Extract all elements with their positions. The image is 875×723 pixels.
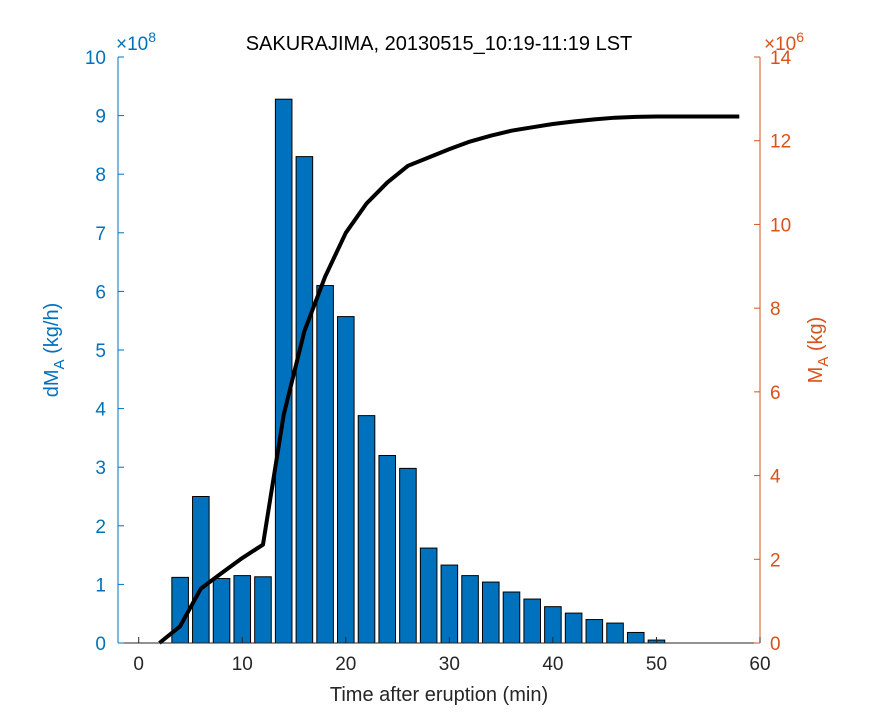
left-exponent: ×108 bbox=[116, 29, 156, 55]
y-right-tick-label: 8 bbox=[770, 299, 781, 320]
y-left-tick-label: 6 bbox=[95, 282, 106, 303]
cumulative-mass-line bbox=[158, 114, 740, 645]
y-right-tick-label: 10 bbox=[770, 215, 791, 236]
y-right-tick-label: 14 bbox=[770, 48, 792, 69]
bar bbox=[502, 591, 521, 644]
x-tick-label: 60 bbox=[749, 654, 770, 675]
bar bbox=[378, 454, 397, 644]
x-ticks: 0 10 20 30 40 50 60 bbox=[133, 637, 771, 675]
x-axis-label: Time after eruption (min) bbox=[330, 684, 548, 706]
bar bbox=[295, 156, 314, 644]
x-tick-label: 30 bbox=[439, 654, 460, 675]
bar bbox=[316, 285, 334, 644]
bar bbox=[523, 598, 541, 644]
y-left-tick-label: 0 bbox=[95, 634, 106, 655]
line-layer bbox=[158, 114, 740, 645]
bar bbox=[585, 619, 604, 644]
x-tick-label: 40 bbox=[542, 654, 563, 675]
right-exponent: ×106 bbox=[764, 29, 804, 55]
y-right-tick-label: 6 bbox=[770, 383, 781, 404]
bar bbox=[233, 575, 252, 644]
y-left-tick-label: 4 bbox=[95, 400, 106, 421]
bar bbox=[461, 575, 479, 644]
y-right-tick-label: 2 bbox=[770, 550, 781, 571]
y-left-tick-label: 10 bbox=[85, 48, 106, 69]
bar bbox=[254, 576, 272, 644]
bar bbox=[626, 631, 645, 644]
y-left-tick-label: 1 bbox=[95, 575, 106, 596]
y-left-tick-label: 9 bbox=[95, 107, 106, 128]
plot-area bbox=[118, 57, 760, 643]
x-tick-label: 20 bbox=[335, 654, 356, 675]
bar bbox=[192, 496, 210, 644]
bar bbox=[212, 578, 231, 644]
bar bbox=[481, 581, 500, 644]
y-right-tick-label: 0 bbox=[770, 634, 781, 655]
y-left-tick-label: 7 bbox=[95, 224, 106, 245]
bar bbox=[274, 98, 293, 644]
bar bbox=[399, 467, 417, 644]
x-tick-label: 0 bbox=[133, 654, 144, 675]
y-left-tick-label: 5 bbox=[95, 341, 106, 362]
bar bbox=[440, 564, 459, 644]
y-right-tick-label: 12 bbox=[770, 132, 791, 153]
y-right-tick-label: 4 bbox=[770, 467, 781, 488]
y-axis-label-left: dMA (kg/h) bbox=[41, 303, 68, 398]
y-ticks-right: 0 2 4 6 8 10 12 14 bbox=[754, 48, 792, 655]
y-left-tick-label: 2 bbox=[95, 517, 106, 538]
y-left-tick-label: 8 bbox=[95, 165, 106, 186]
bar bbox=[419, 547, 438, 644]
y-left-tick-label: 3 bbox=[95, 458, 106, 479]
chart-title: SAKURAJIMA, 20130515_10:19-11:19 LST bbox=[246, 33, 633, 55]
bar bbox=[606, 622, 624, 644]
x-tick-label: 50 bbox=[646, 654, 667, 675]
bars-layer bbox=[171, 98, 666, 644]
bar bbox=[337, 316, 355, 644]
y-ticks-left: 0 1 2 3 4 5 6 7 8 9 10 bbox=[85, 48, 124, 655]
bar bbox=[357, 415, 376, 644]
x-tick-label: 10 bbox=[232, 654, 253, 675]
y-axis-label-right: MA (kg) bbox=[805, 317, 832, 384]
bar bbox=[564, 612, 583, 644]
